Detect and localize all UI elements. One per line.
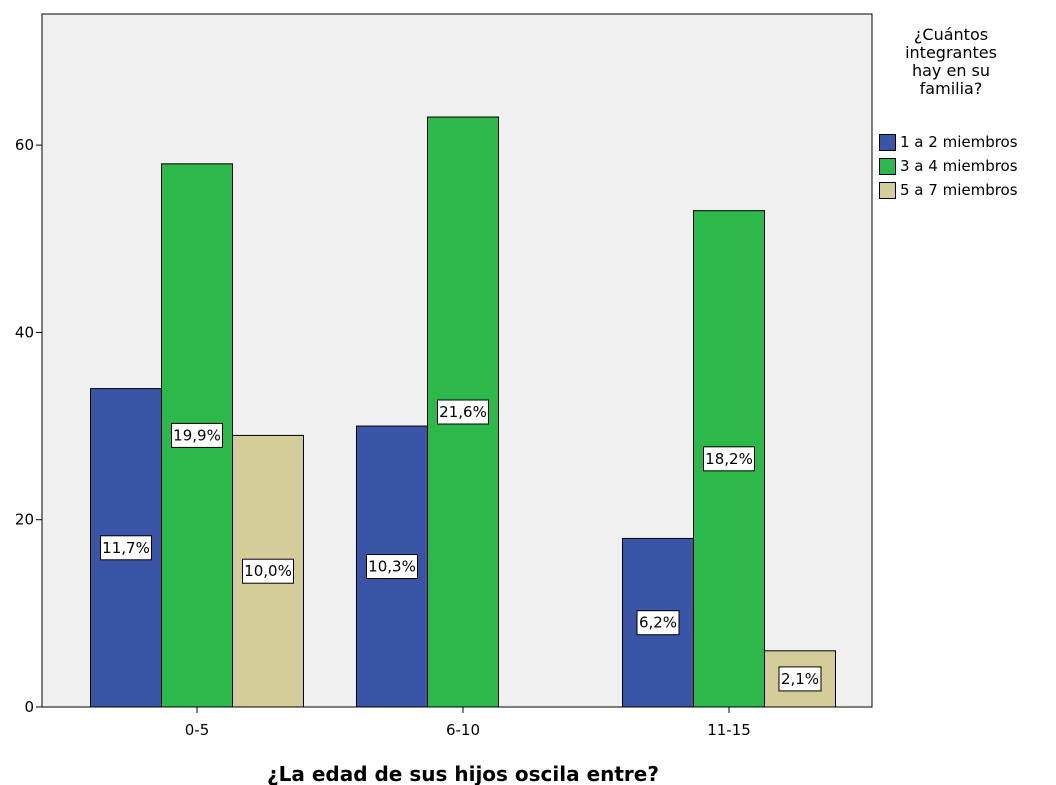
- legend: 1 a 2 miembros 3 a 4 miembros 5 a 7 miembr…: [879, 130, 1018, 202]
- data-label: 11,7%: [102, 539, 150, 557]
- data-label: 10,0%: [244, 562, 292, 580]
- data-label-box: [242, 558, 294, 584]
- y-tick-label: 20: [15, 511, 34, 529]
- legend-label: 5 a 7 miembros: [900, 181, 1018, 199]
- y-tick-label: 0: [24, 698, 34, 716]
- legend-item: 1 a 2 miembros: [879, 130, 1018, 154]
- data-label-box: [636, 610, 680, 636]
- data-label-box: [778, 666, 822, 692]
- data-label-box: [703, 446, 755, 472]
- legend-label: 3 a 4 miembros: [900, 157, 1018, 175]
- data-label-box: [366, 554, 418, 580]
- legend-swatch: [879, 157, 896, 175]
- data-label: 10,3%: [368, 558, 416, 576]
- y-axis: 0 20 40 60: [15, 136, 42, 716]
- data-label-box: [437, 399, 489, 425]
- data-label: 18,2%: [705, 450, 753, 468]
- data-label-box: [100, 535, 152, 561]
- x-tick-label: 11-15: [707, 721, 751, 739]
- legend-item: 3 a 4 miembros: [879, 154, 1018, 178]
- legend-title: ¿Cuántos integrantes hay en su familia?: [905, 25, 997, 98]
- legend-item: 5 a 7 miembros: [879, 178, 1018, 202]
- x-axis: 0-5 6-10 11-15: [185, 707, 751, 739]
- data-label: 19,9%: [173, 426, 221, 444]
- x-axis-label: ¿La edad de sus hijos oscila entre?: [267, 762, 659, 785]
- data-label: 6,2%: [639, 614, 677, 632]
- legend-swatch: [879, 133, 896, 151]
- y-tick-label: 60: [15, 136, 34, 154]
- x-tick-label: 0-5: [185, 721, 210, 739]
- data-labels: 11,7% 10,3% 6,2% 19,9% 21,6% 18,2% 10,0% 2,1%: [100, 399, 822, 692]
- legend-swatch: [879, 181, 896, 199]
- legend-label: 1 a 2 miembros: [900, 133, 1018, 151]
- data-label: 2,1%: [781, 670, 819, 688]
- x-tick-label: 6-10: [446, 721, 480, 739]
- y-tick-label: 40: [15, 323, 34, 341]
- data-label: 21,6%: [439, 403, 487, 421]
- data-label-box: [171, 422, 223, 448]
